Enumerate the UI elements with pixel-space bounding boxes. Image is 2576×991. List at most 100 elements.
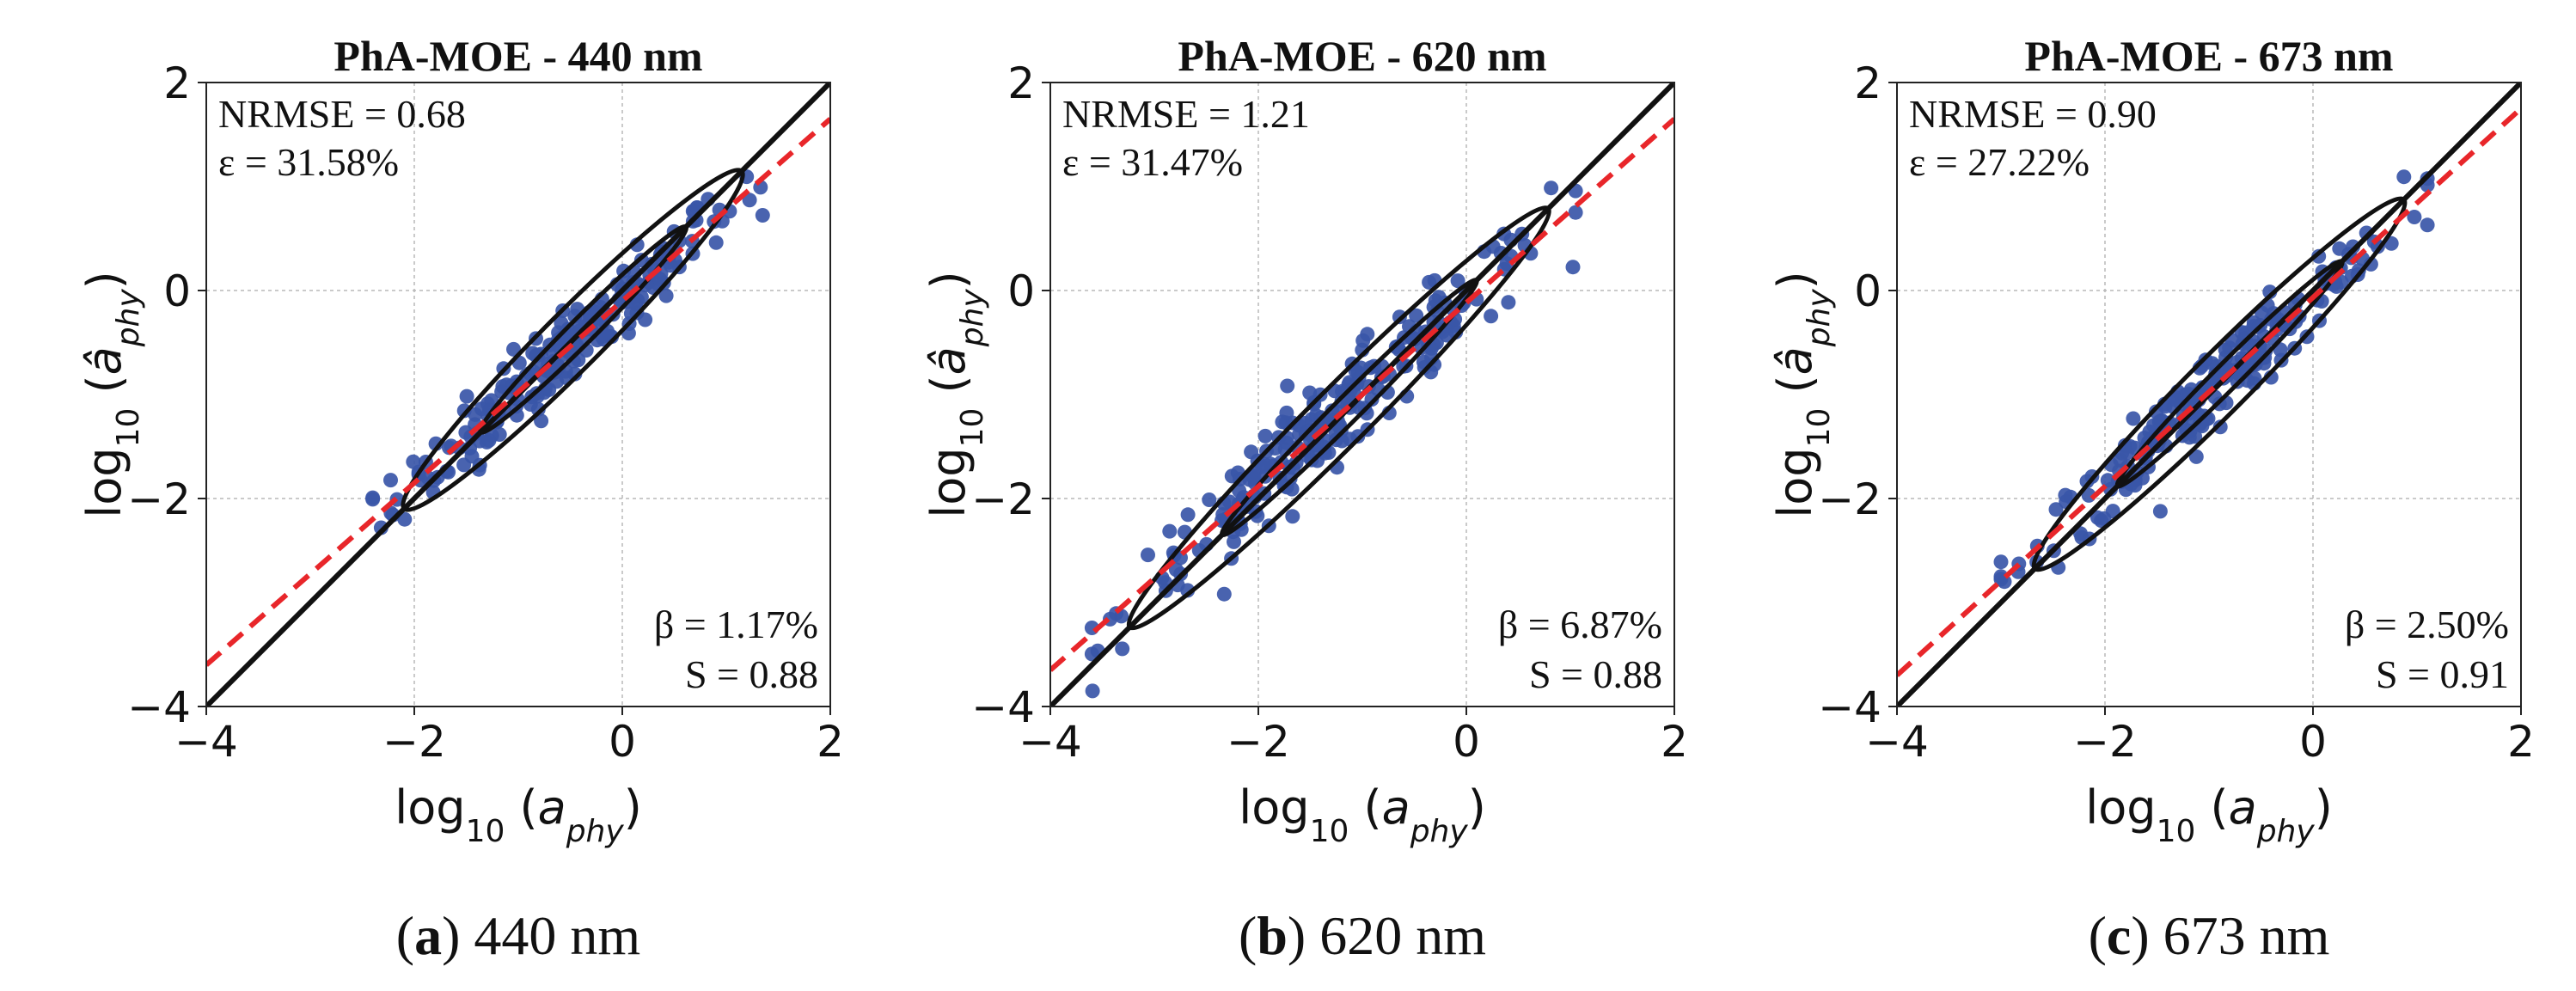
caption-letter: c [2107, 905, 2131, 966]
data-point [658, 288, 674, 303]
x-axis-label: log10 (aphy) [2085, 780, 2333, 849]
data-point [1227, 534, 1241, 549]
data-point [1565, 260, 1581, 275]
data-point [1162, 523, 1178, 539]
y-tick-label: −2 [127, 474, 191, 524]
data-point [1364, 392, 1380, 407]
beta-label: β = 1.17% [654, 603, 818, 646]
data-point [554, 315, 569, 331]
y-tick-label: 2 [163, 58, 191, 108]
data-point [2212, 419, 2228, 435]
data-point [1215, 507, 1231, 523]
data-point [397, 511, 413, 527]
data-point [2192, 417, 2207, 432]
nrmse-label: NRMSE = 1.21 [1062, 92, 1310, 136]
data-point [2168, 392, 2183, 407]
data-point [2120, 445, 2135, 461]
data-point [1450, 273, 1465, 289]
data-point [628, 297, 644, 312]
x-tick-label: 0 [2299, 717, 2327, 767]
data-point [383, 473, 398, 488]
x-axis-label: log10 (aphy) [395, 780, 642, 849]
plot-frame [1896, 82, 2522, 707]
data-point [2126, 411, 2141, 426]
data-point [459, 388, 474, 404]
y-tick-label: 0 [163, 266, 191, 316]
x-tick-label: −2 [382, 717, 446, 767]
x-tick-label: −4 [1865, 717, 1929, 767]
data-point [1396, 358, 1411, 374]
data-point [1350, 429, 1366, 444]
subfigure-caption: (b) 620 nm [1239, 905, 1486, 966]
plot-frame [1049, 82, 1675, 707]
data-point [1168, 562, 1184, 578]
y-tick-label: −4 [1818, 682, 1882, 732]
data-point [1216, 586, 1232, 602]
chart-title: PhA-MOE - 673 nm [2024, 32, 2393, 80]
x-tick-label: −2 [1227, 717, 1290, 767]
plot-frame [205, 82, 831, 707]
data-point [365, 490, 381, 505]
caption-letter: b [1257, 905, 1288, 966]
data-point [1180, 507, 1196, 523]
y-tick-label: 2 [1007, 58, 1035, 108]
caption-text: 673 nm [2163, 905, 2330, 966]
panel-c: PhA-MOE - 673 nm NRMSE = 0.90ε = 27.22% β … [1768, 32, 2535, 966]
y-tick-label: 0 [1007, 266, 1035, 316]
data-point [1568, 205, 1583, 220]
data-point [1285, 509, 1300, 524]
data-point [1993, 569, 2009, 584]
data-point [2094, 513, 2109, 529]
caption-letter: a [414, 905, 442, 966]
regression-fit-line [1897, 107, 2521, 677]
data-point [1484, 309, 1499, 324]
plot-area [1050, 83, 1674, 707]
nrmse-label: NRMSE = 0.68 [218, 92, 466, 136]
epsilon-label: ε = 31.47% [1062, 140, 1243, 184]
y-tick-label: −4 [127, 682, 191, 732]
slope-label: S = 0.88 [1529, 652, 1662, 696]
nrmse-label: NRMSE = 0.90 [1909, 92, 2157, 136]
data-point [2152, 504, 2168, 519]
y-tick-label: 0 [1854, 266, 1882, 316]
data-point [1141, 547, 1155, 563]
data-point [1202, 492, 1217, 507]
caption-text: 620 nm [1319, 905, 1486, 966]
slope-label: S = 0.91 [2376, 652, 2509, 696]
data-point [2407, 210, 2422, 224]
subfigure-caption: (a) 440 nm [396, 905, 640, 966]
y-axis-label: log10 (âphy) [921, 271, 990, 518]
y-axis-label: log10 (âphy) [1768, 271, 1837, 518]
panel-a: PhA-MOE - 440 nm NRMSE = 0.68ε = 31.58% β … [77, 32, 844, 966]
data-point [1302, 385, 1318, 401]
x-tick-label: 2 [817, 717, 844, 767]
data-point [1360, 327, 1375, 342]
subfigure-caption: (c) 673 nm [2089, 905, 2330, 966]
data-point [2396, 169, 2412, 185]
data-point [1224, 468, 1239, 484]
data-point [1279, 405, 1294, 420]
data-point [1115, 641, 1130, 657]
epsilon-label: ε = 27.22% [1909, 140, 2090, 184]
plot-area [1897, 83, 2521, 707]
data-point [567, 366, 583, 382]
data-point [534, 413, 549, 429]
regression-fit-line [206, 117, 830, 667]
x-axis-label: log10 (aphy) [1239, 780, 1486, 849]
x-tick-label: 2 [1661, 717, 1688, 767]
data-point [1993, 554, 2009, 570]
caption-text: 440 nm [474, 905, 640, 966]
beta-label: β = 6.87% [1498, 603, 1662, 646]
chart-title: PhA-MOE - 440 nm [333, 32, 702, 80]
data-point [742, 193, 757, 208]
x-tick-label: −4 [174, 717, 238, 767]
data-point [2048, 502, 2064, 517]
data-point [755, 208, 770, 223]
x-tick-label: −4 [1019, 717, 1082, 767]
y-axis-label: log10 (âphy) [77, 271, 146, 518]
data-point [406, 454, 421, 469]
regression-fit-line [1050, 117, 1674, 672]
data-point [1085, 683, 1100, 699]
y-tick-label: −2 [971, 474, 1035, 524]
